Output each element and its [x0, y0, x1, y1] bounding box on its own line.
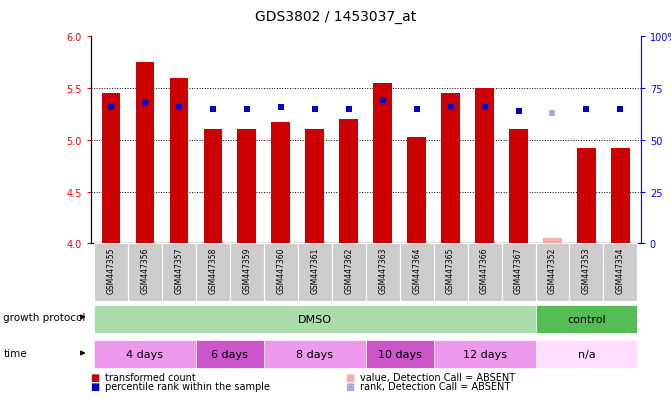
Text: time: time — [3, 348, 27, 358]
Bar — [94, 340, 196, 368]
Text: 4 days: 4 days — [126, 349, 164, 359]
Bar — [433, 244, 468, 301]
Text: 10 days: 10 days — [378, 349, 421, 359]
Bar — [570, 244, 603, 301]
Text: GSM447360: GSM447360 — [276, 247, 285, 293]
Bar — [535, 340, 637, 368]
Bar — [238, 130, 256, 244]
Bar — [196, 244, 230, 301]
Text: 6 days: 6 days — [211, 349, 248, 359]
Text: GSM447358: GSM447358 — [209, 247, 217, 293]
Bar — [331, 244, 366, 301]
Bar — [611, 149, 630, 244]
Bar — [475, 89, 494, 244]
Text: n/a: n/a — [578, 349, 595, 359]
Bar — [535, 305, 637, 333]
Text: rank, Detection Call = ABSENT: rank, Detection Call = ABSENT — [360, 381, 511, 391]
Bar — [366, 244, 400, 301]
Bar — [577, 149, 596, 244]
Bar — [94, 305, 535, 333]
Text: GSM447353: GSM447353 — [582, 247, 591, 293]
Text: GSM447365: GSM447365 — [446, 247, 455, 293]
Bar — [196, 340, 264, 368]
Text: control: control — [567, 314, 606, 324]
Bar — [264, 244, 298, 301]
Text: percentile rank within the sample: percentile rank within the sample — [105, 381, 270, 391]
Text: 8 days: 8 days — [297, 349, 333, 359]
Bar — [136, 63, 154, 244]
Text: GSM447355: GSM447355 — [107, 247, 115, 293]
Text: ■: ■ — [346, 381, 355, 391]
Bar — [203, 130, 222, 244]
Text: GSM447364: GSM447364 — [412, 247, 421, 293]
Bar — [366, 340, 433, 368]
Bar — [535, 244, 570, 301]
Bar — [298, 244, 331, 301]
Text: GSM447354: GSM447354 — [616, 247, 625, 293]
Bar — [400, 244, 433, 301]
Text: GSM447356: GSM447356 — [140, 247, 150, 293]
Bar — [501, 244, 535, 301]
Bar — [543, 239, 562, 244]
Text: DMSO: DMSO — [298, 314, 331, 324]
Text: ■: ■ — [91, 381, 100, 391]
Bar — [433, 340, 535, 368]
Bar — [340, 120, 358, 244]
Bar — [272, 123, 290, 244]
Text: GSM447362: GSM447362 — [344, 247, 353, 293]
Bar — [305, 130, 324, 244]
Text: ■: ■ — [346, 372, 355, 382]
Bar — [407, 137, 426, 244]
Bar — [230, 244, 264, 301]
Bar — [603, 244, 637, 301]
Text: transformed count: transformed count — [105, 372, 196, 382]
Text: GSM447366: GSM447366 — [480, 247, 489, 293]
Bar — [162, 244, 196, 301]
Text: GDS3802 / 1453037_at: GDS3802 / 1453037_at — [255, 10, 416, 24]
Bar — [94, 244, 128, 301]
Text: 12 days: 12 days — [462, 349, 507, 359]
Text: GSM447361: GSM447361 — [310, 247, 319, 293]
Text: value, Detection Call = ABSENT: value, Detection Call = ABSENT — [360, 372, 515, 382]
Text: GSM447357: GSM447357 — [174, 247, 183, 293]
Bar — [509, 130, 528, 244]
Text: ■: ■ — [91, 372, 100, 382]
Text: GSM447363: GSM447363 — [378, 247, 387, 293]
Bar — [170, 78, 189, 244]
Text: growth protocol: growth protocol — [3, 312, 86, 322]
Bar — [468, 244, 501, 301]
Bar — [128, 244, 162, 301]
Text: GSM447359: GSM447359 — [242, 247, 252, 293]
Text: GSM447367: GSM447367 — [514, 247, 523, 293]
Bar — [101, 94, 120, 244]
Bar — [373, 84, 392, 244]
Bar — [264, 340, 366, 368]
Text: GSM447352: GSM447352 — [548, 247, 557, 293]
Bar — [442, 94, 460, 244]
